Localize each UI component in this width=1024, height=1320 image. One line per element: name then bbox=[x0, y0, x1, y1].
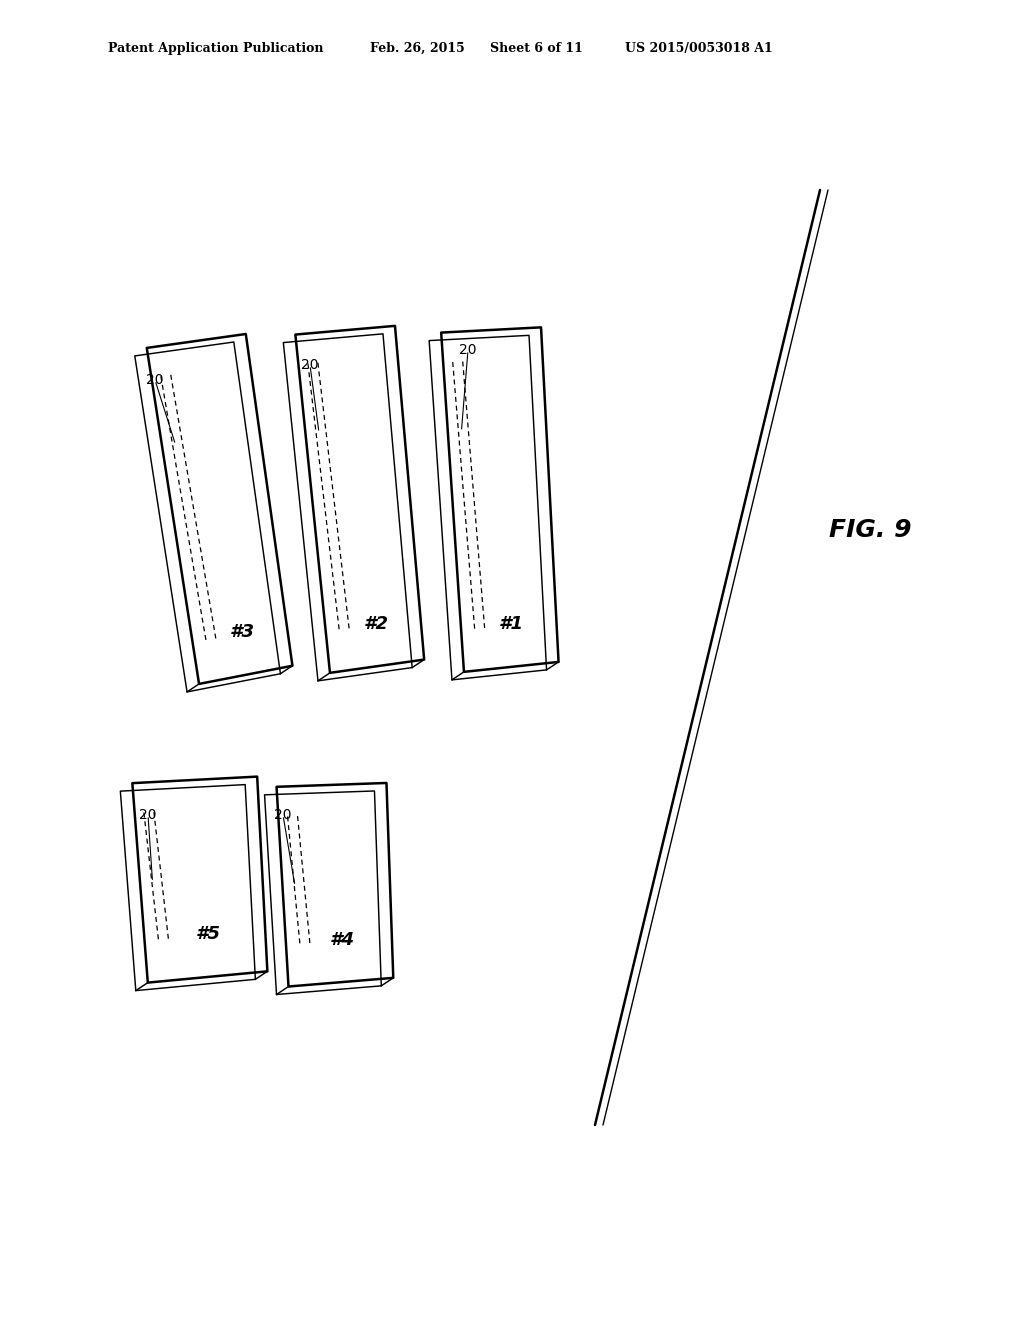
Text: 20: 20 bbox=[139, 808, 157, 822]
Text: 20: 20 bbox=[274, 808, 292, 822]
Text: 20: 20 bbox=[301, 358, 318, 372]
Text: #4: #4 bbox=[330, 931, 354, 949]
Text: Feb. 26, 2015: Feb. 26, 2015 bbox=[370, 42, 465, 55]
Text: 20: 20 bbox=[146, 374, 164, 387]
Text: Sheet 6 of 11: Sheet 6 of 11 bbox=[490, 42, 583, 55]
Text: Patent Application Publication: Patent Application Publication bbox=[108, 42, 324, 55]
Text: US 2015/0053018 A1: US 2015/0053018 A1 bbox=[625, 42, 773, 55]
Text: #5: #5 bbox=[196, 925, 220, 944]
Text: 20: 20 bbox=[459, 343, 477, 356]
Text: FIG. 9: FIG. 9 bbox=[828, 517, 911, 543]
Text: #1: #1 bbox=[499, 615, 524, 634]
Text: #3: #3 bbox=[229, 623, 255, 642]
Text: #2: #2 bbox=[364, 615, 388, 632]
